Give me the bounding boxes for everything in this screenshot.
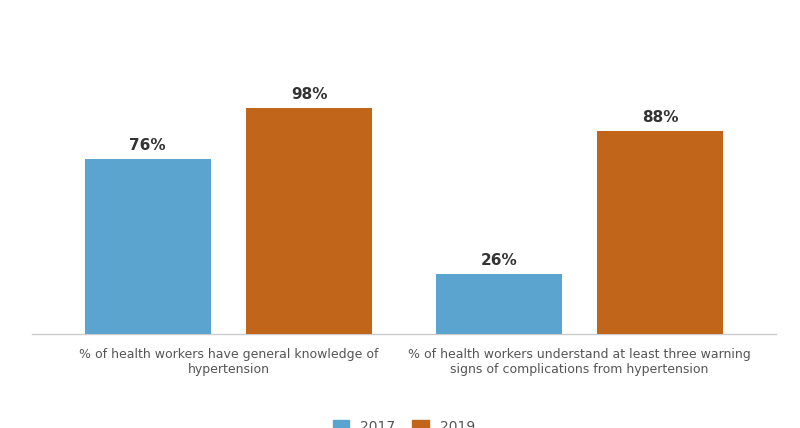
Bar	[597, 131, 723, 334]
Text: 76%: 76%	[130, 138, 166, 153]
Bar	[85, 159, 211, 334]
Legend: 2017, 2019: 2017, 2019	[326, 413, 482, 428]
Text: 88%: 88%	[642, 110, 678, 125]
Text: 98%: 98%	[291, 87, 327, 102]
Bar	[435, 274, 562, 334]
Text: 26%: 26%	[480, 253, 517, 268]
Bar	[246, 108, 373, 334]
